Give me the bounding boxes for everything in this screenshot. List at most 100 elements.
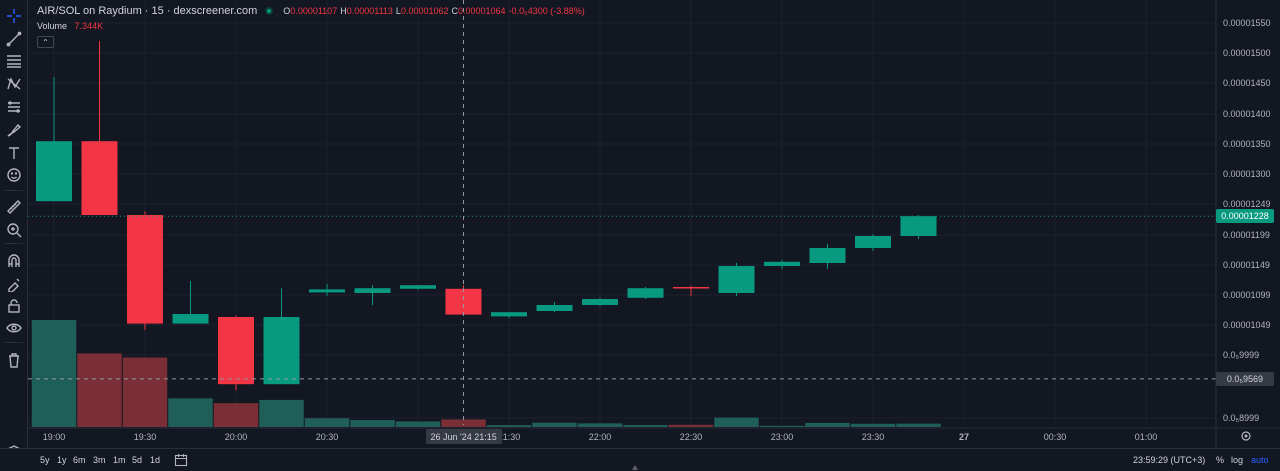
ohlc-low-key: L: [395, 6, 401, 16]
text-icon[interactable]: [4, 143, 24, 163]
time-tick-label: 19:30: [134, 432, 157, 442]
candle-body: [81, 141, 118, 215]
candle-body: [900, 216, 937, 236]
volume-bars: [31, 320, 941, 427]
lock-drawing-icon[interactable]: [4, 274, 24, 294]
candle-body: [172, 314, 209, 324]
volume-bar: [350, 420, 395, 427]
volume-bar: [395, 421, 441, 427]
ohlc-close-value: 0.00001064: [458, 6, 506, 16]
candle-body: [263, 317, 300, 385]
time-tick-label: 23:00: [771, 432, 794, 442]
price-tick-label: 0.00001249: [1223, 199, 1271, 209]
caret-up-icon[interactable]: [632, 465, 638, 470]
price-change: -0.0₆4300 (-3.88%): [508, 6, 585, 16]
trend-line-icon[interactable]: [4, 29, 24, 49]
volume-bar: [168, 398, 213, 427]
candle-body: [309, 289, 345, 293]
candle-body: [764, 261, 800, 266]
volume-bar: [304, 418, 350, 427]
lock-icon[interactable]: [4, 296, 24, 316]
volume-bar: [77, 353, 122, 427]
range-6m[interactable]: 6m: [73, 455, 86, 465]
volume-bar: [714, 417, 759, 427]
volume-label[interactable]: Volume: [37, 21, 68, 31]
time-tick-label: 23:30: [862, 432, 885, 442]
range-1y[interactable]: 1y: [57, 455, 67, 465]
ohlc-high-value: 0.00001113: [346, 6, 393, 16]
price-tick-label: 0.00001099: [1223, 290, 1271, 300]
range-5d[interactable]: 5d: [132, 455, 143, 465]
candle-body: [218, 317, 254, 385]
candle-body: [491, 312, 527, 317]
market-status-icon: [265, 7, 274, 15]
time-tick-label: 22:00: [589, 432, 612, 442]
symbol-title[interactable]: AIR/SOL on Raydium · 15 · dexscreener.co…: [37, 5, 258, 17]
volume-value: 7.344K: [74, 21, 104, 31]
volume-bar: [31, 320, 77, 427]
volume-bar: [668, 424, 714, 427]
price-tick-label: 0.00001300: [1223, 169, 1271, 179]
price-tick-label: 0.0₅9999: [1223, 350, 1259, 360]
range-1d[interactable]: 1d: [150, 455, 161, 465]
price-chart[interactable]: 0.00001550 0.00001500 0.00001450 0.00001400…: [28, 0, 1280, 448]
range-1m[interactable]: 1m: [113, 455, 126, 465]
candle-body: [354, 288, 391, 293]
range-3m[interactable]: 3m: [93, 455, 106, 465]
candle-body: [718, 266, 755, 293]
magnet-icon[interactable]: [4, 251, 24, 271]
candle-body: [855, 236, 891, 248]
volume-legend: Volume 7.344K: [37, 21, 103, 31]
trash-icon[interactable]: [4, 350, 24, 370]
horizontal-lines-icon[interactable]: [4, 51, 24, 71]
time-tick-label: 00:30: [1044, 432, 1067, 442]
candles: [36, 41, 937, 391]
time-tick-label: 27: [959, 432, 969, 442]
ruler-icon[interactable]: [4, 197, 24, 217]
zoom-in-icon[interactable]: [4, 220, 24, 240]
candle-body: [673, 287, 709, 289]
range-5y[interactable]: 5y: [40, 455, 50, 465]
price-axis: 0.00001550 0.00001500 0.00001450 0.00001400…: [28, 0, 1280, 448]
log-scale-toggle[interactable]: log: [1231, 455, 1244, 465]
chart-legend: AIR/SOL on Raydium · 15 · dexscreener.co…: [37, 5, 585, 17]
drawing-toolbar: [0, 0, 28, 456]
volume-bar: [532, 422, 577, 427]
emoji-icon[interactable]: [4, 165, 24, 185]
volume-bar: [759, 425, 805, 427]
candle-body: [627, 288, 664, 298]
ohlc-low-value: 0.00001062: [400, 6, 449, 16]
price-tick-label: 0.00001350: [1223, 139, 1271, 149]
bottom-toolbar: 5y 1y 6m 3m 1m 5d 1d 23:59:29 (UTC+3) % …: [0, 448, 1280, 471]
utc-clock[interactable]: 23:59:29 (UTC+3): [1133, 455, 1206, 465]
time-tick-label: 22:30: [680, 432, 703, 442]
brush-icon[interactable]: [4, 120, 24, 140]
candle-body: [36, 141, 72, 202]
pattern-icon[interactable]: [4, 74, 24, 94]
time-tick-label: 20:30: [316, 432, 339, 442]
price-tick-label: 0.00001149: [1223, 260, 1270, 270]
price-tick-label: 0.00001500: [1223, 48, 1271, 58]
ohlc-close-key: C: [451, 6, 459, 16]
volume-bar: [896, 423, 941, 427]
candle-body: [127, 215, 163, 324]
price-tick-label: 0.00001199: [1223, 230, 1270, 240]
candle-body: [536, 305, 573, 311]
percent-scale-toggle[interactable]: %: [1216, 455, 1225, 465]
crosshair-icon[interactable]: [4, 6, 24, 26]
volume-bar: [122, 357, 168, 427]
chart-grid: [28, 0, 1216, 425]
prediction-icon[interactable]: [4, 97, 24, 117]
candle-body: [445, 288, 482, 315]
volume-bar: [486, 425, 532, 427]
calendar-icon[interactable]: [174, 453, 188, 467]
ohlc-high-key: H: [340, 6, 347, 16]
candle-body: [400, 285, 436, 289]
eye-icon[interactable]: [4, 318, 24, 338]
settings-gear-icon[interactable]: [1240, 430, 1252, 442]
volume-bar: [623, 424, 668, 427]
auto-scale-toggle[interactable]: auto: [1251, 455, 1269, 465]
chart-overlays: [28, 0, 1216, 425]
collapse-legend-button[interactable]: ⌃: [37, 36, 54, 48]
volume-bar: [213, 403, 259, 427]
